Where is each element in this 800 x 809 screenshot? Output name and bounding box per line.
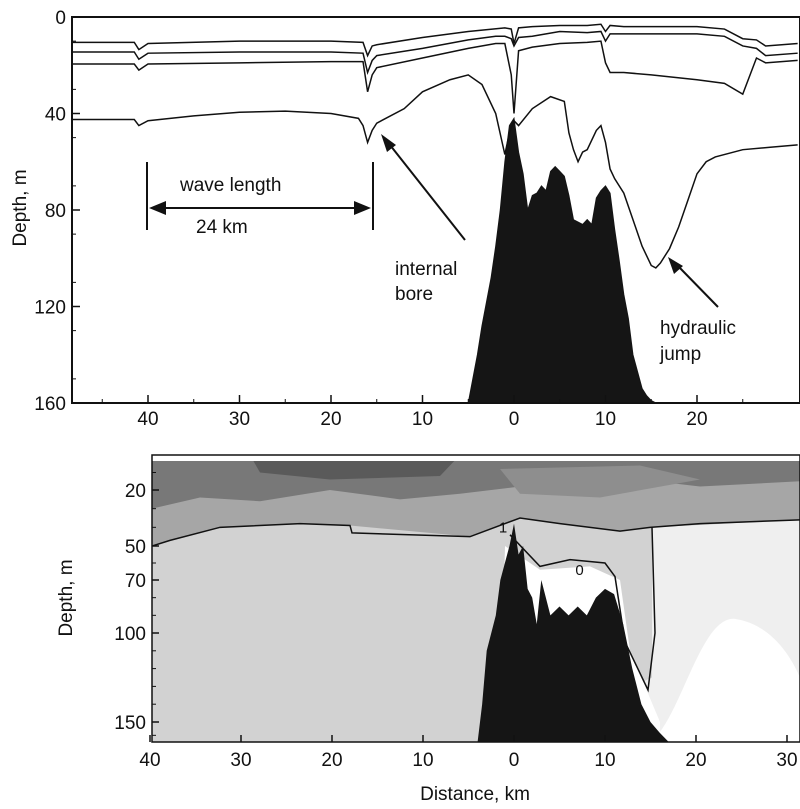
upper-y-tick-label-4: 160 bbox=[34, 394, 66, 415]
contour-label-1: 1 bbox=[499, 519, 507, 536]
hydraulic-label: hydraulic bbox=[660, 318, 736, 339]
wave-length-arrow-right-head bbox=[354, 201, 371, 215]
upper-x-tick-label-1: 30 bbox=[229, 409, 250, 430]
internal-bore-arrow-line bbox=[389, 144, 466, 241]
lower-x-tick-label-7: 30 bbox=[776, 750, 797, 771]
lower-x-tick-label-4: 0 bbox=[509, 750, 520, 771]
upper-y-axis-title: Depth, m bbox=[10, 169, 31, 246]
surface-medium-patch bbox=[500, 465, 700, 498]
upper-x-tick-label-0: 40 bbox=[137, 409, 158, 430]
wave-length-label: wave length bbox=[179, 175, 281, 196]
contour-label-0: 0 bbox=[575, 562, 583, 579]
upper-y-tick-label-1: 40 bbox=[45, 105, 66, 126]
isopycnal-line-1 bbox=[72, 23, 798, 58]
upper-x-tick-label-2: 20 bbox=[320, 409, 341, 430]
internal-bore-arrow-head bbox=[381, 134, 396, 152]
hydraulic-jump-arrow-head bbox=[668, 257, 683, 274]
lower-clipped-group: 10 bbox=[152, 455, 800, 742]
upper-y-tick-label-3: 120 bbox=[34, 298, 66, 319]
wave-length-arrow-left-head bbox=[149, 201, 166, 215]
upper-y-tick-label-2: 80 bbox=[45, 201, 66, 222]
bore-label: bore bbox=[395, 284, 433, 305]
lower-x-tick-label-2: 20 bbox=[321, 750, 342, 771]
upper-plot-area bbox=[72, 23, 798, 403]
isopycnal-line-4 bbox=[72, 74, 798, 269]
upper-x-tick-label-4: 0 bbox=[509, 409, 520, 430]
lower-x-tick-label-0: 40 bbox=[139, 750, 160, 771]
lower-x-tick-label-3: 10 bbox=[412, 750, 433, 771]
jump-label: jump bbox=[659, 344, 701, 365]
upper-x-tick-label-5: 10 bbox=[595, 409, 616, 430]
surface-darkest-patch bbox=[250, 455, 460, 480]
lower-seabed-profile bbox=[477, 523, 669, 742]
lower-x-tick-label-6: 20 bbox=[685, 750, 706, 771]
upper-axes: 0 40 80 120 160 40 30 20 10 0 10 20 bbox=[34, 8, 800, 430]
upper-x-tick-label-3: 10 bbox=[412, 409, 433, 430]
isopycnal-line-2 bbox=[72, 30, 798, 76]
lower-y-tick-label-1: 50 bbox=[125, 537, 146, 558]
lower-y-tick-label-2: 70 bbox=[125, 571, 146, 592]
upper-clipped-group bbox=[72, 23, 798, 403]
internal-label: internal bbox=[395, 259, 457, 280]
lower-y-tick-label-0: 20 bbox=[125, 481, 146, 502]
contour-line-1 bbox=[152, 517, 800, 547]
lower-y-tick-label-3: 100 bbox=[114, 624, 146, 645]
hydraulic-jump-arrow-line bbox=[677, 265, 719, 308]
contour-line-0 bbox=[509, 527, 656, 693]
lower-x-axis-title: Distance, km bbox=[420, 784, 530, 805]
lower-x-tick-label-5: 10 bbox=[594, 750, 615, 771]
lower-plot-area: 10 bbox=[152, 455, 800, 742]
isopycnal-line-3 bbox=[72, 40, 798, 114]
upper-y-tick-label-0: 0 bbox=[55, 8, 66, 29]
lower-y-tick-label-4: 150 bbox=[114, 713, 146, 734]
white-water-bulge bbox=[650, 618, 800, 742]
wave-km-label: 24 km bbox=[196, 217, 248, 238]
top-white-strip bbox=[152, 455, 800, 461]
lower-x-tick-label-1: 30 bbox=[230, 750, 251, 771]
lower-plot-frame bbox=[151, 454, 800, 743]
upper-chart: wave length 24 km internal bore hydrauli… bbox=[10, 8, 800, 430]
seabed-profile bbox=[467, 116, 657, 403]
upper-x-tick-label-6: 20 bbox=[686, 409, 707, 430]
upper-annotations: wave length 24 km internal bore hydrauli… bbox=[146, 134, 736, 365]
lower-y-axis-title: Depth, m bbox=[56, 559, 77, 636]
